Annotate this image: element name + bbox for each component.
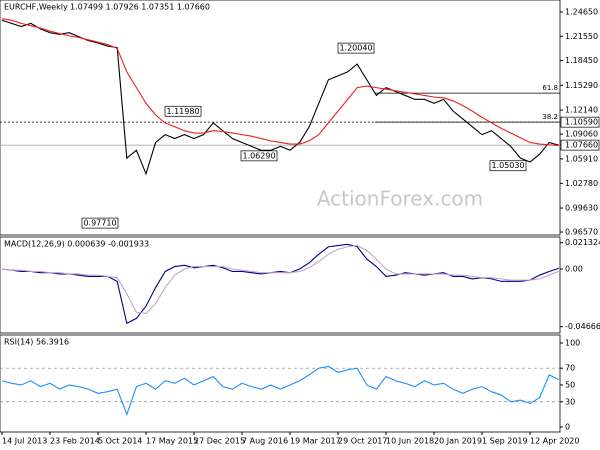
rsi-panel: [0, 334, 561, 433]
y-tick-label: 0: [565, 422, 570, 431]
y-tick-label: 50: [565, 380, 575, 389]
annotation-box: [164, 105, 202, 117]
series-line: [1, 243, 559, 325]
y-tick-label: 1.12140: [565, 106, 598, 115]
annotation-label: 1.05030: [491, 161, 524, 170]
rsi-title: RSI(14) 56.3916: [4, 338, 69, 347]
y-tick-label: 1.09060: [565, 130, 598, 139]
macd-title: MACD(12,26,9) 0.000639 -0.001933: [4, 240, 149, 249]
x-tick-label: 12 Apr 2020: [530, 437, 579, 446]
y-tick-label: 70: [565, 364, 575, 373]
x-tick-label: 17 May 2015: [146, 437, 198, 446]
y-tick-label: 1.21550: [565, 32, 598, 41]
x-tick-label: 29 Oct 2017: [338, 437, 387, 446]
chart-title: EURCHF,Weekly: [4, 3, 68, 12]
x-tick-label: 27 Dec 2015: [194, 437, 245, 446]
annotation-label: 1.06290: [242, 151, 275, 160]
series-line: [1, 19, 559, 176]
y-tick-label: 0.00: [565, 265, 583, 274]
macd-panel: [0, 236, 561, 334]
y-tick-label: 1.15290: [565, 81, 598, 90]
level-box: [560, 116, 600, 128]
y-tick-label: 1.18450: [565, 56, 598, 65]
annotation-box: [81, 217, 119, 229]
x-tick-label: 1 Sep 2019: [482, 437, 528, 446]
x-tick-label: 10 Jun 2018: [386, 437, 434, 446]
x-tick-label: 14 Jul 2013: [2, 437, 47, 446]
y-tick-label: 0.99630: [565, 204, 598, 213]
chart-subtitle: 1.07499 1.07926 1.07351 1.07660: [70, 3, 210, 12]
level-label: 1.07660: [565, 141, 598, 150]
y-tick-label: 30: [565, 397, 575, 406]
y-tick-label: -0.046663: [565, 322, 600, 331]
level-box: [560, 139, 600, 151]
x-tick-label: 19 Mar 2017: [290, 437, 341, 446]
annotation-label: 1.11980: [166, 107, 199, 116]
annotation-label: 1.20040: [339, 44, 372, 53]
annotation-box: [337, 42, 375, 54]
price-panel: [0, 0, 561, 236]
annotation-box: [489, 160, 527, 172]
y-tick-label: 0.021324: [565, 238, 600, 247]
level-label: 1.10590: [565, 118, 598, 127]
series-line: [1, 18, 559, 147]
fib-label: 38.2: [542, 113, 558, 121]
annotation-box: [240, 150, 278, 162]
series-line: [1, 244, 560, 315]
y-tick-label: 1.02780: [565, 179, 598, 188]
x-tick-label: 5 Oct 2014: [98, 437, 142, 446]
y-tick-label: 1.05910: [565, 154, 598, 163]
x-tick-label: 20 Jan 2019: [434, 437, 482, 446]
y-tick-label: 100: [565, 338, 580, 347]
x-tick-label: 7 Aug 2016: [242, 437, 288, 446]
annotation-label: 0.97710: [83, 219, 116, 228]
watermark: ActionForex.com: [317, 187, 483, 211]
y-tick-label: 0.96570: [565, 228, 598, 237]
series-line: [1, 365, 560, 416]
x-tick-label: 23 Feb 2014: [50, 437, 100, 446]
y-tick-label: 1.24650: [565, 7, 598, 16]
fib-label: 61.8: [542, 84, 558, 92]
